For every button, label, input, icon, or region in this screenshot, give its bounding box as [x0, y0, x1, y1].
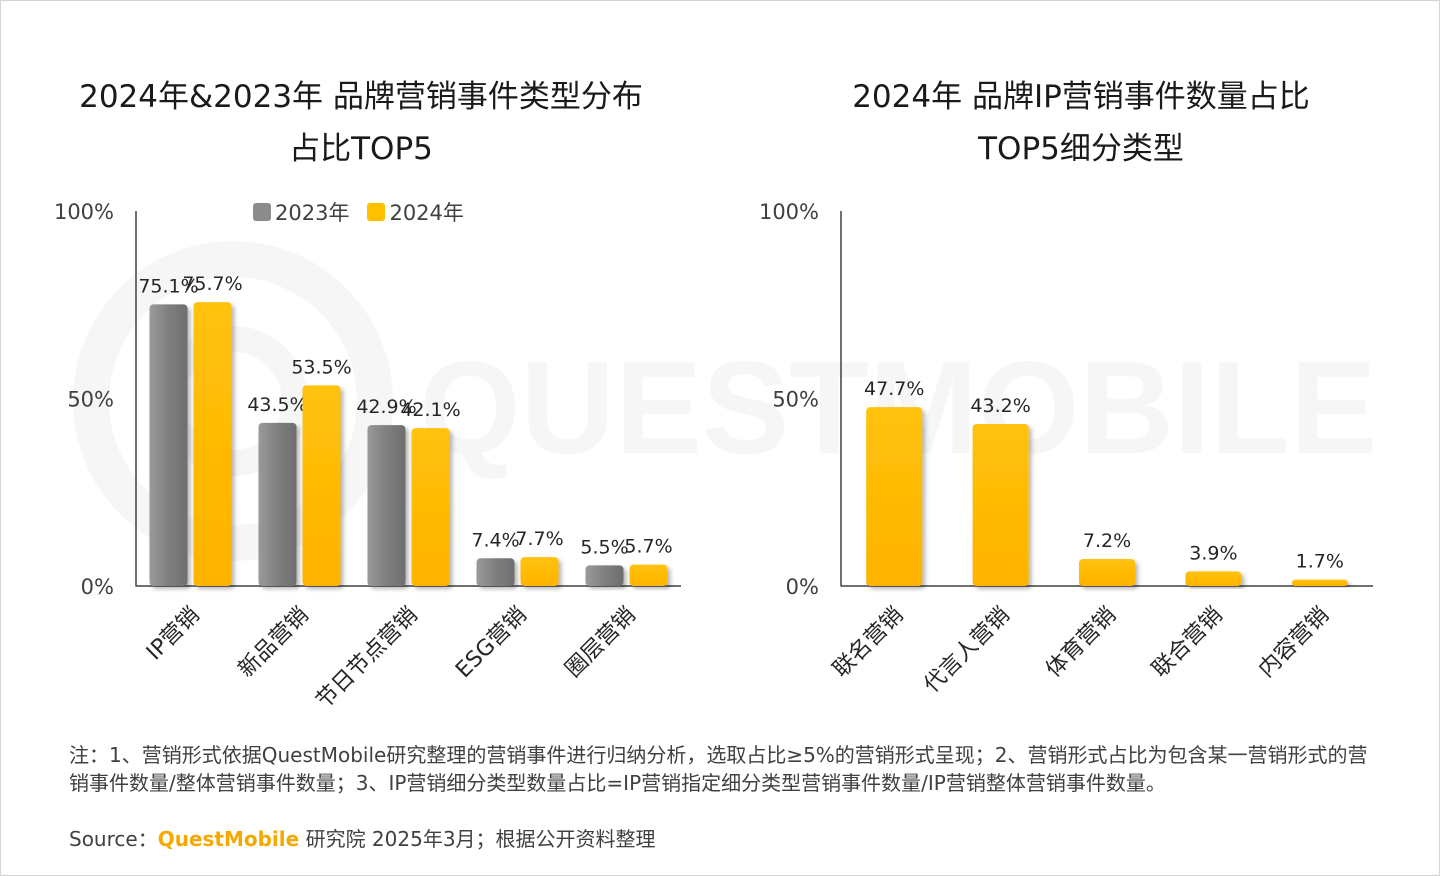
left-bar	[411, 428, 450, 586]
right-y-tick-label: 0%	[786, 575, 819, 599]
left-data-label: 5.7%	[624, 536, 672, 558]
left-data-label: 75.7%	[182, 273, 242, 295]
right-data-label: 47.7%	[864, 378, 924, 400]
left-data-label: 42.9%	[356, 396, 416, 418]
right-data-label: 3.9%	[1189, 542, 1237, 564]
right-x-tick-label: 代言人营销	[919, 603, 1014, 698]
right-x-tick-label: 联合营销	[1148, 603, 1228, 683]
right-chart-title-line-2: TOP5细分类型	[978, 131, 1184, 167]
source-prefix: Source：	[69, 827, 158, 851]
legend-label-2024: 2024年	[389, 201, 464, 225]
left-bar	[302, 385, 341, 586]
left-y-tick-label: 0%	[81, 575, 114, 599]
legend-item-2023: 2023年	[253, 197, 349, 227]
footnote: 注：1、营销形式依据QuestMobile研究整理的营销事件进行归纳分析，选取占…	[69, 743, 1368, 795]
left-bar	[585, 565, 624, 586]
right-bar	[1291, 579, 1348, 586]
right-x-tick-label: 体育营销	[1041, 603, 1121, 683]
right-chart-title: 2024年 品牌IP营销事件数量占比 TOP5细分类型	[761, 71, 1401, 175]
right-bar	[1079, 559, 1135, 586]
right-chart-title-line-1: 2024年 品牌IP营销事件数量占比	[852, 79, 1310, 115]
legend-item-2024: 2024年	[367, 197, 464, 227]
legend: 2023年 2024年	[253, 197, 464, 227]
left-bar	[629, 564, 668, 586]
legend-label-2023: 2023年	[275, 201, 350, 225]
right-data-label: 43.2%	[970, 395, 1030, 417]
left-bar	[193, 302, 232, 586]
right-data-label: 1.7%	[1296, 551, 1344, 573]
right-bar	[1185, 571, 1242, 586]
left-chart-title-line-2: 占比TOP5	[289, 131, 433, 167]
right-bar	[866, 407, 923, 586]
source-line: Source：QuestMobile 研究院 2025年3月；根据公开资料整理	[69, 825, 656, 853]
left-chart-title-line-1: 2024年&2023年 品牌营销事件类型分布	[79, 79, 643, 115]
source-brand: QuestMobile	[157, 827, 300, 851]
left-data-label: 7.7%	[515, 528, 563, 550]
left-bar	[258, 422, 297, 586]
right-data-label: 7.2%	[1083, 530, 1131, 552]
right-x-tick-label: 联名营销	[829, 603, 909, 683]
left-data-label: 42.1%	[400, 399, 460, 421]
right-y-tick-label: 100%	[759, 200, 819, 224]
left-data-label: 53.5%	[291, 356, 351, 378]
right-x-tick-label: 内容营销	[1254, 603, 1334, 683]
left-bar	[476, 558, 515, 586]
right-bar	[972, 424, 1029, 586]
left-y-tick-label: 50%	[67, 388, 114, 412]
left-chart-title: 2024年&2023年 品牌营销事件类型分布 占比TOP5	[31, 71, 691, 175]
source-suffix: 研究院 2025年3月；根据公开资料整理	[299, 827, 656, 851]
legend-swatch-2024	[367, 203, 386, 221]
left-bar	[149, 304, 188, 586]
left-data-label: 75.1%	[138, 275, 198, 297]
left-bar	[367, 425, 406, 586]
right-y-tick-label: 50%	[772, 388, 819, 412]
left-data-label: 43.5%	[247, 394, 307, 416]
left-y-tick-label: 100%	[54, 200, 114, 224]
left-bar	[520, 557, 559, 586]
legend-swatch-2023	[253, 203, 271, 221]
left-data-label: 7.4%	[471, 529, 519, 551]
left-data-label: 5.5%	[580, 536, 628, 558]
